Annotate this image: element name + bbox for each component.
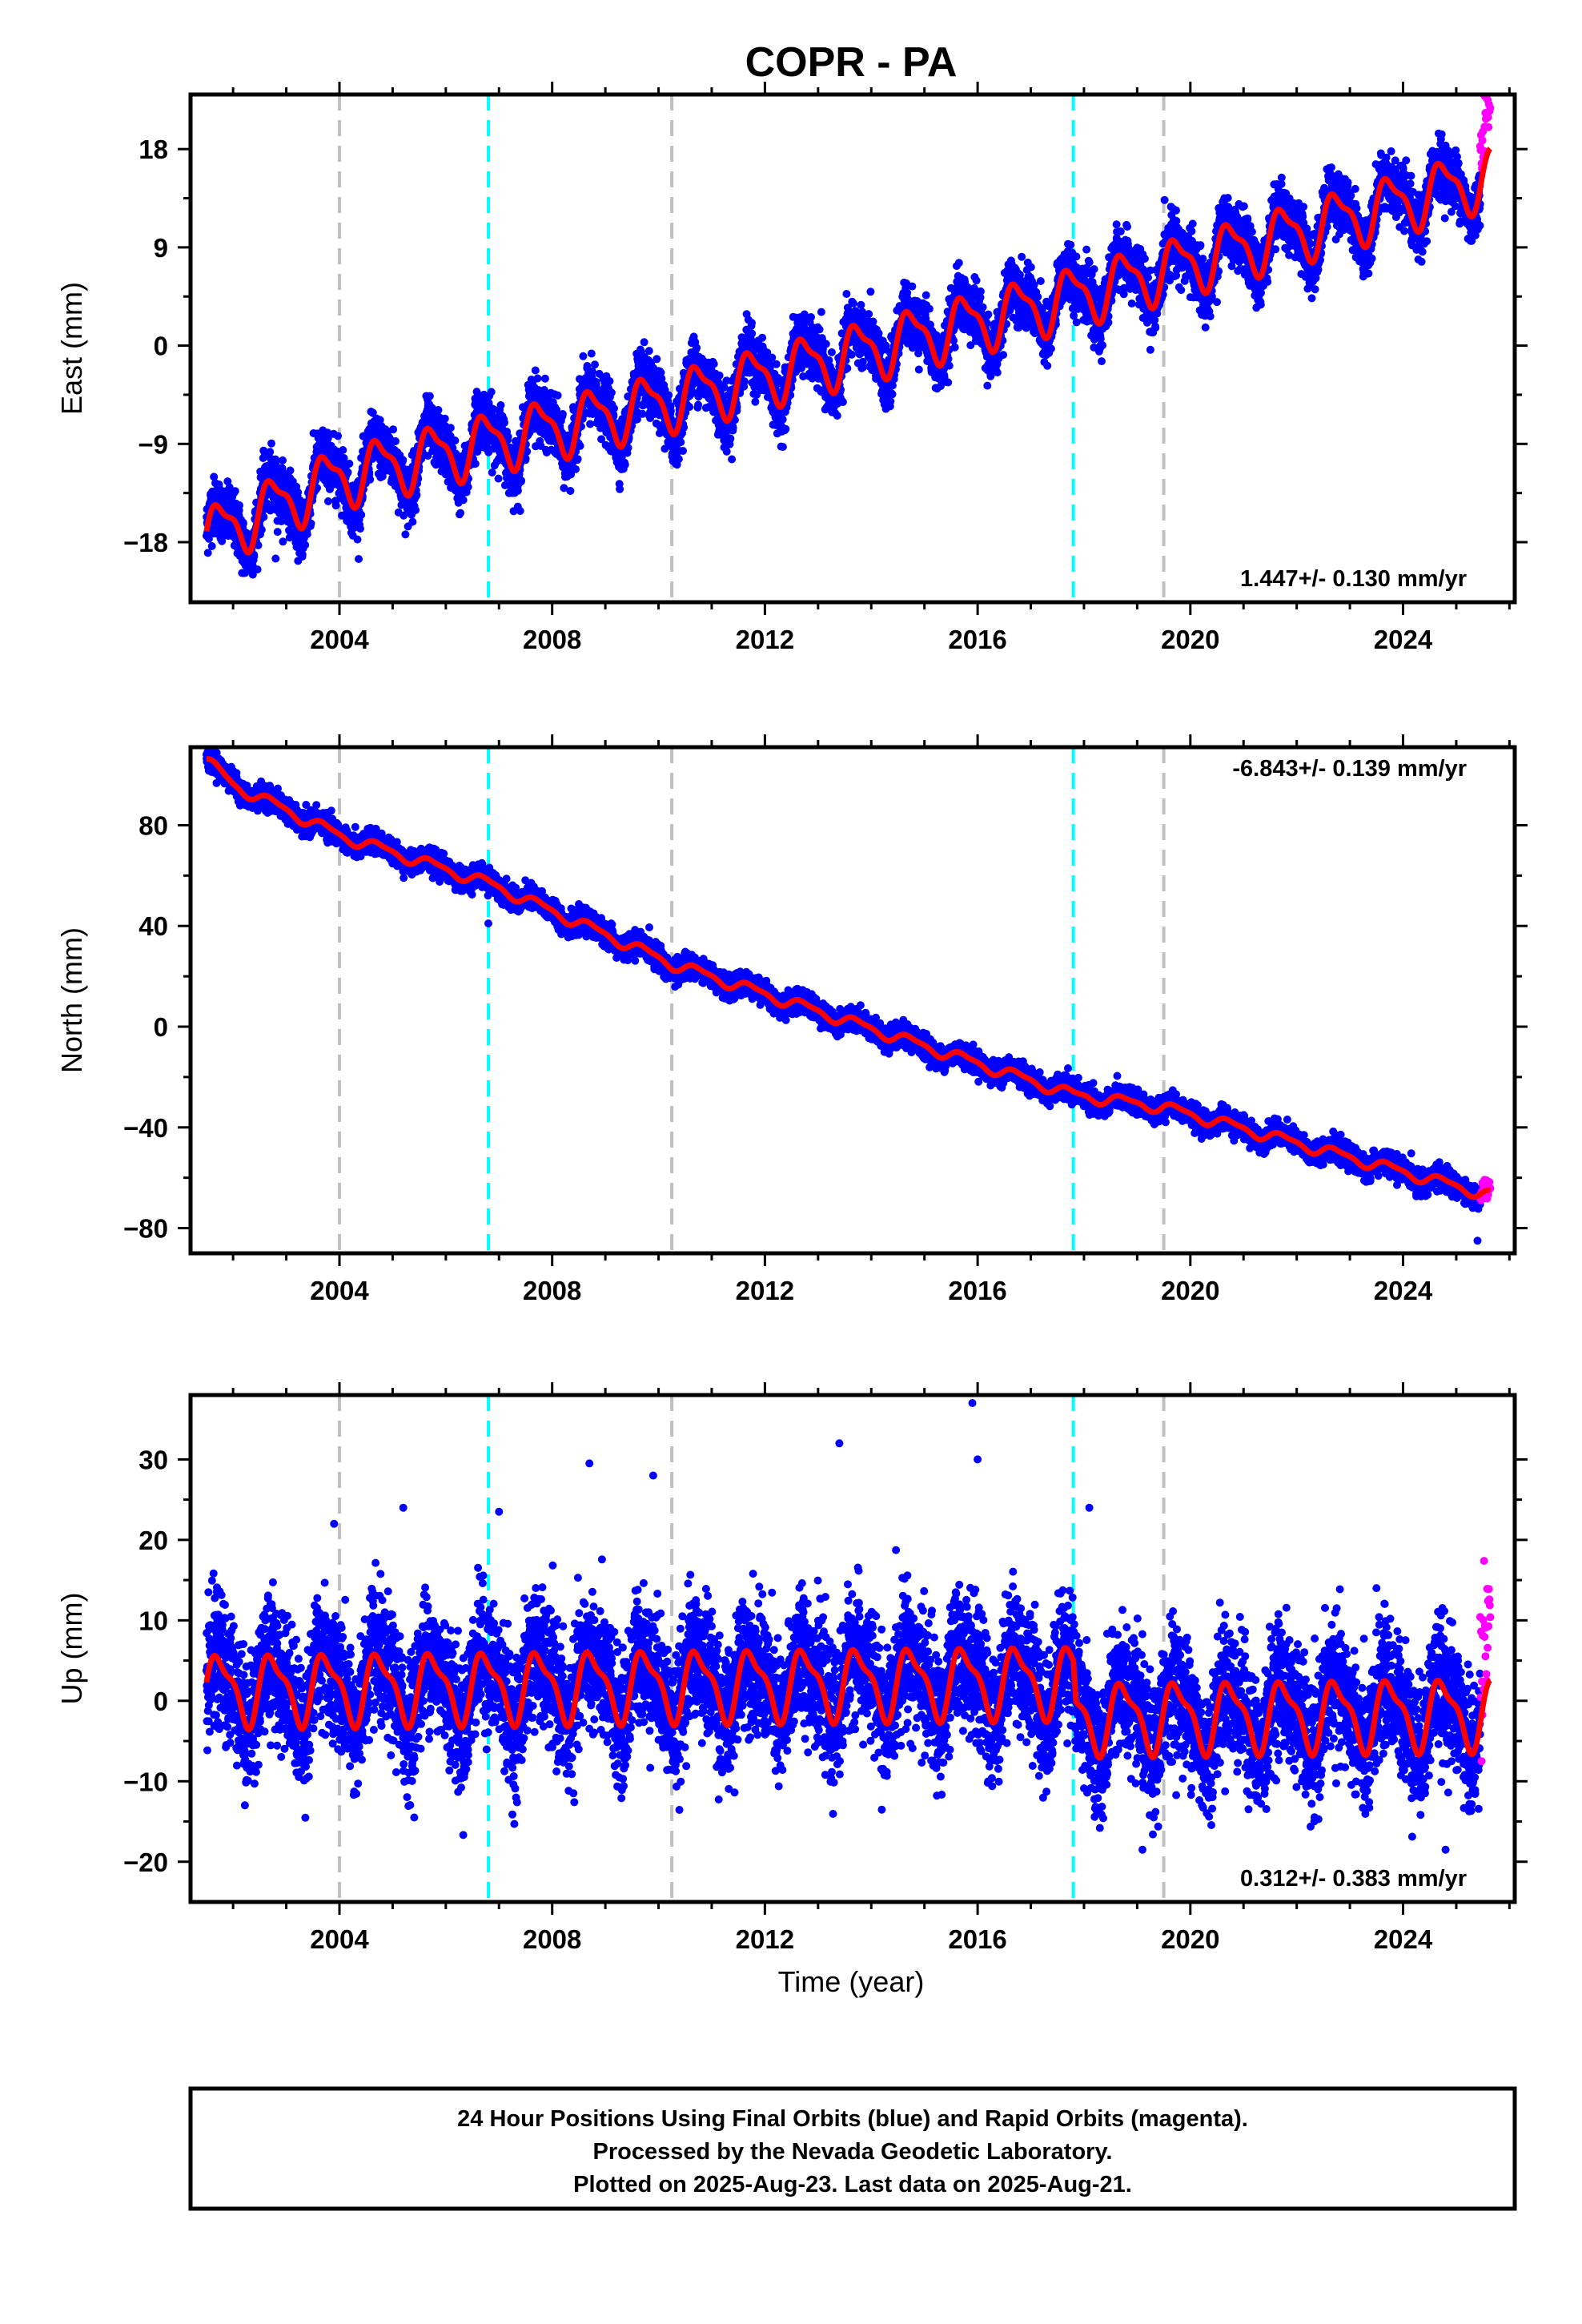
east-y-tick-label: 0: [154, 332, 168, 361]
east-y-axis-label: East (mm): [55, 282, 88, 415]
north-x-tick-label: 2008: [523, 1276, 581, 1305]
footer-line-3: Plotted on 2025-Aug-23. Last data on 202…: [573, 2172, 1132, 2197]
east-y-tick-label: −9: [138, 429, 168, 459]
north-x-tick-label: 2024: [1374, 1276, 1433, 1305]
north-y-axis-label: North (mm): [55, 927, 88, 1073]
chart-title: COPR - PA: [745, 39, 958, 86]
east-x-tick-label: 2020: [1161, 625, 1219, 654]
up-y-tick-label: 0: [154, 1687, 168, 1716]
footer-line-1: 24 Hour Positions Using Final Orbits (bl…: [457, 2106, 1248, 2132]
east-y-tick-label: −18: [123, 528, 168, 557]
up-velocity-label: 0.312+/- 0.383 mm/yr: [1240, 1866, 1467, 1892]
up-y-axis-label: Up (mm): [55, 1593, 88, 1705]
up-x-tick-label: 2024: [1374, 1924, 1433, 1954]
north-y-tick-label: 80: [139, 810, 168, 840]
up-y-tick-label: 20: [139, 1526, 168, 1555]
east-x-tick-label: 2008: [523, 625, 581, 654]
east-y-tick-label: 9: [154, 233, 168, 263]
footer-line-2: Processed by the Nevada Geodetic Laborat…: [593, 2139, 1113, 2165]
north-x-tick-label: 2016: [948, 1276, 1006, 1305]
north-x-tick-label: 2004: [310, 1276, 369, 1305]
east-x-tick-label: 2004: [310, 625, 369, 654]
up-y-tick-label: −20: [123, 1848, 168, 1877]
north-y-tick-label: 0: [154, 1012, 168, 1042]
east-x-tick-label: 2016: [948, 625, 1006, 654]
up-x-tick-label: 2004: [310, 1924, 369, 1954]
east-x-tick-label: 2024: [1374, 625, 1433, 654]
east-y-tick-label: 18: [139, 135, 168, 164]
up-x-tick-label: 2008: [523, 1924, 581, 1954]
east-velocity-label: 1.447+/- 0.130 mm/yr: [1240, 566, 1467, 592]
up-x-tick-label: 2020: [1161, 1924, 1219, 1954]
up-y-tick-label: −10: [123, 1767, 168, 1796]
north-x-tick-label: 2012: [736, 1276, 794, 1305]
east-x-tick-label: 2012: [736, 625, 794, 654]
north-y-tick-label: 40: [139, 911, 168, 941]
up-x-tick-label: 2012: [736, 1924, 794, 1954]
north-velocity-label: -6.843+/- 0.139 mm/yr: [1232, 756, 1467, 782]
up-x-tick-label: 2016: [948, 1924, 1006, 1954]
x-axis-label: Time (year): [778, 1965, 925, 1998]
up-y-tick-label: 30: [139, 1445, 168, 1474]
north-y-tick-label: −40: [123, 1113, 168, 1143]
north-y-tick-label: −80: [123, 1214, 168, 1244]
up-y-tick-label: 10: [139, 1606, 168, 1635]
footer-box: 24 Hour Positions Using Final Orbits (bl…: [191, 2089, 1515, 2209]
north-x-tick-label: 2020: [1161, 1276, 1219, 1305]
